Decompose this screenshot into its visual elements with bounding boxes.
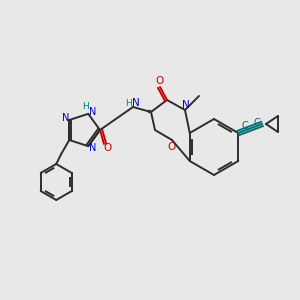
Text: C: C (242, 121, 248, 131)
Text: N: N (132, 98, 140, 108)
Text: H: H (82, 102, 88, 111)
Text: C: C (254, 118, 260, 128)
Text: N: N (88, 107, 96, 117)
Text: N: N (88, 143, 96, 153)
Text: O: O (167, 142, 175, 152)
Text: N: N (61, 113, 69, 123)
Text: N: N (182, 100, 190, 110)
Text: O: O (103, 143, 111, 153)
Text: O: O (155, 76, 163, 86)
Text: H: H (126, 98, 132, 107)
